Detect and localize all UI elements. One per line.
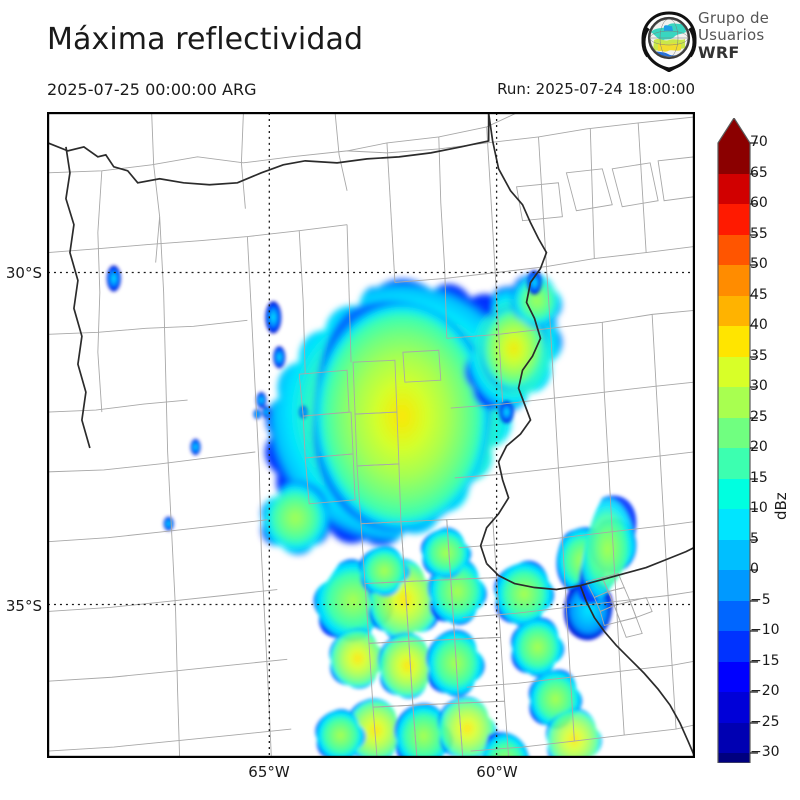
globe-emblem-icon xyxy=(640,10,698,73)
cbar-tick-m15: −15 xyxy=(750,653,780,669)
colorbar-ticks xyxy=(750,142,758,754)
cbar-tick-30: 30 xyxy=(750,378,768,394)
graticule xyxy=(48,113,694,757)
map-frame xyxy=(48,113,694,757)
cbar-tick-70: 70 xyxy=(750,134,768,150)
cbar-tick-5: 5 xyxy=(750,531,759,547)
cbar-tick-60: 60 xyxy=(750,195,768,211)
xtick-label-60w: 60°W xyxy=(476,763,518,781)
cbar-tick-40: 40 xyxy=(750,317,768,333)
cbar-tick-m20: −20 xyxy=(750,683,780,699)
cbar-tick-45: 45 xyxy=(750,287,768,303)
cbar-tick-10: 10 xyxy=(750,500,768,516)
colorbar-unit-label: dBz xyxy=(772,492,790,520)
cbar-tick-m30: −30 xyxy=(750,744,780,760)
reflectivity-field xyxy=(106,265,637,757)
isolated-cells xyxy=(106,265,542,531)
ytick-label-35s: 35°S xyxy=(5,597,42,615)
page-title: Máxima reflectividad xyxy=(47,22,364,57)
colorbar-canvas xyxy=(717,118,758,763)
map-canvas xyxy=(48,113,694,757)
cbar-tick-50: 50 xyxy=(750,256,768,272)
colorbar-swatches xyxy=(718,118,750,763)
logo-line-3: WRF xyxy=(698,43,740,62)
cbar-tick-m5: −5 xyxy=(750,592,771,608)
country-borders xyxy=(48,113,694,756)
logo-line-1: Grupo de xyxy=(698,9,770,27)
cbar-tick-15: 15 xyxy=(750,470,768,486)
cbar-tick-20: 20 xyxy=(750,439,768,455)
cbar-tick-m10: −10 xyxy=(750,622,780,638)
run-time-label: Run: 2025-07-24 18:00:00 xyxy=(497,80,695,98)
colorbar[interactable]: 70 65 60 55 50 45 40 35 30 25 20 15 10 5… xyxy=(710,118,800,763)
cbar-tick-65: 65 xyxy=(750,165,768,181)
valid-time-label: 2025-07-25 00:00:00 ARG xyxy=(47,80,257,99)
cbar-tick-55: 55 xyxy=(750,226,768,242)
cbar-tick-m25: −25 xyxy=(750,714,780,730)
province-boundaries xyxy=(48,113,694,757)
ytick-label-30s: 30°S xyxy=(5,264,42,282)
xtick-label-65w: 65°W xyxy=(248,763,290,781)
cbar-tick-0: 0 xyxy=(750,561,759,577)
logo-line-2: Usuarios xyxy=(698,26,765,44)
wrf-user-group-logo: Grupo de Usuarios WRF xyxy=(640,9,795,73)
cbar-tick-35: 35 xyxy=(750,348,768,364)
cbar-tick-25: 25 xyxy=(750,409,768,425)
reflectivity-map-panel[interactable] xyxy=(47,112,695,758)
colorbar-outline xyxy=(717,118,751,763)
